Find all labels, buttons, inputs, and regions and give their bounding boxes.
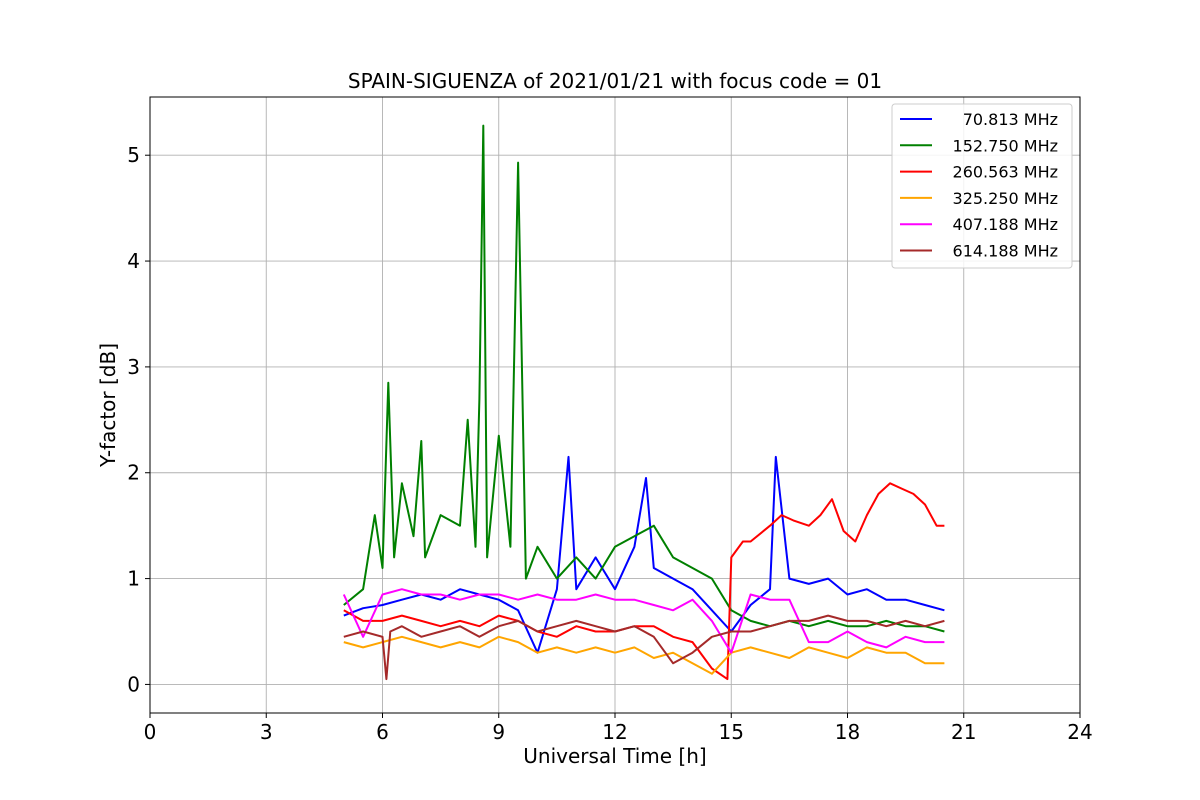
y-tick-label: 5: [127, 143, 140, 167]
x-tick-label: 9: [492, 720, 505, 744]
y-tick-label: 4: [127, 249, 140, 273]
y-axis-label: Y-factor [dB]: [96, 343, 120, 468]
x-tick-label: 24: [1067, 720, 1092, 744]
legend-label: 152.750 MHz: [953, 136, 1058, 155]
series-line-5: [342, 588, 945, 654]
x-tick-label: 12: [602, 720, 627, 744]
y-tick-label: 0: [127, 672, 140, 696]
legend-box: [891, 103, 1073, 269]
y-axis-ticks: 0 1 2 3 4 5: [127, 143, 150, 696]
y-tick-label: 2: [127, 461, 140, 485]
x-tick-label: 3: [260, 720, 273, 744]
x-tick-label: 0: [144, 720, 157, 744]
series-line-2: [343, 124, 945, 633]
x-tick-label: 6: [376, 720, 389, 744]
x-axis-ticks: 0 3 6 9 12 15 18 21 24: [144, 713, 1093, 744]
x-tick-label: 21: [951, 720, 976, 744]
series-line-6: [343, 614, 945, 681]
legend-label: 260.563 MHz: [953, 163, 1058, 182]
legend-label: 70.813 MHz: [963, 110, 1058, 129]
x-axis-label: Universal Time [h]: [523, 744, 706, 768]
y-tick-label: 3: [127, 355, 140, 379]
legend-label: 325.250 MHz: [953, 189, 1058, 208]
series-line-4: [343, 635, 945, 675]
series-lines: [342, 124, 945, 681]
legend: 70.813 MHz 152.750 MHz 260.563 MHz 325.250 …: [891, 103, 1073, 269]
legend-label: 614.188 MHz: [953, 242, 1058, 261]
series-line-3: [343, 482, 945, 681]
chart-title: SPAIN-SIGUENZA of 2021/01/21 with focus …: [348, 69, 882, 93]
x-tick-label: 18: [835, 720, 860, 744]
x-tick-label: 15: [719, 720, 744, 744]
series-line-1: [343, 455, 945, 654]
y-tick-label: 1: [127, 567, 140, 591]
legend-label: 407.188 MHz: [953, 215, 1058, 234]
